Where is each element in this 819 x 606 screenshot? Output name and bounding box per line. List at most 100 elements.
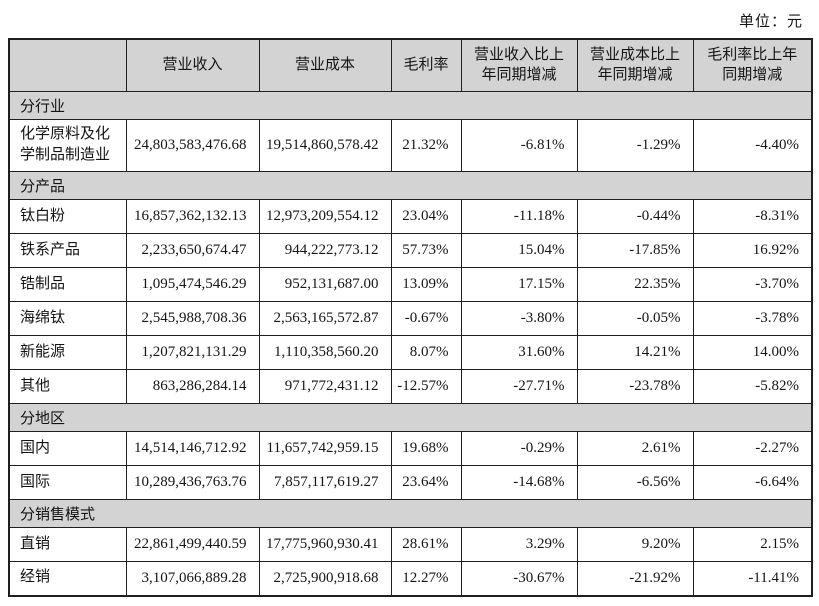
- cell-revenue-yoy: 15.04%: [460, 233, 578, 268]
- cell-margin-yoy: 2.15%: [692, 527, 813, 562]
- row-category: 新能源: [8, 335, 127, 370]
- table-row: 铁系产品 2,233,650,674.47 944,222,773.12 57.73%…: [8, 233, 813, 268]
- header-cost: 营业成本: [258, 38, 392, 92]
- cell-revenue-yoy: 17.15%: [460, 267, 578, 302]
- cell-revenue: 16,857,362,132.13: [125, 199, 260, 234]
- table-row: 直销 22,861,499,440.59 17,775,960,930.41 28.6…: [8, 527, 813, 562]
- cell-margin-yoy: -3.78%: [692, 301, 813, 336]
- cell-margin: -0.67%: [390, 301, 462, 336]
- cell-cost-yoy: -21.92%: [576, 561, 694, 596]
- cell-margin: 13.09%: [390, 267, 462, 302]
- table-row: 锆制品 1,095,474,546.29 952,131,687.00 13.09% 1…: [8, 267, 813, 302]
- header-revenue: 营业收入: [125, 38, 260, 92]
- section-label: 分销售模式: [8, 499, 813, 528]
- table-header: 营业收入 营业成本 毛利率 营业收入比上 年同期增减 营业成本比上 年同期增减 …: [8, 38, 813, 92]
- cell-cost-yoy: 9.20%: [576, 527, 694, 562]
- table-row: 其他 863,286,284.14 971,772,431.12 -12.57% -27…: [8, 369, 813, 404]
- cell-revenue-yoy: 3.29%: [460, 527, 578, 562]
- cell-cost: 952,131,687.00: [258, 267, 392, 302]
- cell-cost-yoy: -0.05%: [576, 301, 694, 336]
- cell-cost: 971,772,431.12: [258, 369, 392, 404]
- cell-cost-yoy: -1.29%: [576, 118, 694, 172]
- cell-revenue: 3,107,066,889.28: [125, 561, 260, 596]
- cell-margin-yoy: -5.82%: [692, 369, 813, 404]
- cell-revenue-yoy: -6.81%: [460, 118, 578, 172]
- row-category: 海绵钛: [8, 301, 127, 336]
- cell-cost-yoy: -23.78%: [576, 369, 694, 404]
- row-category: 国内: [8, 431, 127, 466]
- header-margin-yoy: 毛利率比上年 同期增减: [692, 38, 813, 92]
- row-category: 铁系产品: [8, 233, 127, 268]
- cell-revenue: 863,286,284.14: [125, 369, 260, 404]
- cell-margin: 19.68%: [390, 431, 462, 466]
- cell-margin-yoy: 14.00%: [692, 335, 813, 370]
- cell-margin: -12.57%: [390, 369, 462, 404]
- cell-margin: 23.64%: [390, 465, 462, 500]
- header-revenue-yoy: 营业收入比上 年同期增减: [460, 38, 578, 92]
- section-row: 分行业: [8, 90, 813, 120]
- table-row: 钛白粉 16,857,362,132.13 12,973,209,554.12 23.…: [8, 199, 813, 234]
- cell-revenue-yoy: 31.60%: [460, 335, 578, 370]
- section-row: 分地区: [8, 403, 813, 432]
- table-body: 分行业 化学原料及化学制品制造业 24,803,583,476.68 19,514,8…: [8, 90, 813, 596]
- cell-cost-yoy: -17.85%: [576, 233, 694, 268]
- cell-revenue: 10,289,436,763.76: [125, 465, 260, 500]
- cell-revenue-yoy: -27.71%: [460, 369, 578, 404]
- cell-margin: 28.61%: [390, 527, 462, 562]
- table-row: 新能源 1,207,821,131.29 1,110,358,560.20 8.07%…: [8, 335, 813, 370]
- row-category: 锆制品: [8, 267, 127, 302]
- row-category: 钛白粉: [8, 199, 127, 234]
- table-row: 经销 3,107,066,889.28 2,725,900,918.68 12.27%…: [8, 561, 813, 596]
- cell-revenue: 2,545,988,708.36: [125, 301, 260, 336]
- cell-revenue: 22,861,499,440.59: [125, 527, 260, 562]
- cell-margin: 12.27%: [390, 561, 462, 596]
- section-label: 分行业: [8, 90, 813, 120]
- section-row: 分销售模式: [8, 499, 813, 528]
- table-row: 化学原料及化学制品制造业 24,803,583,476.68 19,514,860,…: [8, 118, 813, 172]
- unit-label: 单位：元: [738, 14, 803, 30]
- cell-margin-yoy: -2.27%: [692, 431, 813, 466]
- header-row: 营业收入 营业成本 毛利率 营业收入比上 年同期增减 营业成本比上 年同期增减 …: [8, 38, 813, 92]
- cell-cost: 2,563,165,572.87: [258, 301, 392, 336]
- cell-margin-yoy: -6.64%: [692, 465, 813, 500]
- section-label: 分产品: [8, 171, 813, 200]
- cell-cost: 944,222,773.12: [258, 233, 392, 268]
- cell-cost-yoy: 14.21%: [576, 335, 694, 370]
- cell-margin-yoy: -3.70%: [692, 267, 813, 302]
- row-category: 直销: [8, 527, 127, 562]
- cell-cost: 2,725,900,918.68: [258, 561, 392, 596]
- financial-segment-table: 营业收入 营业成本 毛利率 营业收入比上 年同期增减 营业成本比上 年同期增减 …: [8, 38, 813, 597]
- cell-revenue: 1,095,474,546.29: [125, 267, 260, 302]
- cell-margin: 57.73%: [390, 233, 462, 268]
- row-category: 经销: [8, 561, 127, 596]
- table-row: 海绵钛 2,545,988,708.36 2,563,165,572.87 -0.67…: [8, 301, 813, 336]
- cell-revenue: 24,803,583,476.68: [125, 118, 260, 172]
- cell-margin-yoy: 16.92%: [692, 233, 813, 268]
- cell-cost-yoy: -0.44%: [576, 199, 694, 234]
- row-category: 国际: [8, 465, 127, 500]
- header-cost-yoy: 营业成本比上 年同期增减: [576, 38, 694, 92]
- cell-cost: 11,657,742,959.15: [258, 431, 392, 466]
- cell-cost: 12,973,209,554.12: [258, 199, 392, 234]
- cell-margin: 23.04%: [390, 199, 462, 234]
- cell-revenue-yoy: -0.29%: [460, 431, 578, 466]
- header-margin: 毛利率: [390, 38, 462, 92]
- header-category: [8, 38, 127, 92]
- cell-cost: 7,857,117,619.27: [258, 465, 392, 500]
- cell-cost: 19,514,860,578.42: [258, 118, 392, 172]
- cell-revenue: 14,514,146,712.92: [125, 431, 260, 466]
- cell-revenue-yoy: -11.18%: [460, 199, 578, 234]
- table-row: 国内 14,514,146,712.92 11,657,742,959.15 19.6…: [8, 431, 813, 466]
- cell-cost: 17,775,960,930.41: [258, 527, 392, 562]
- cell-margin: 8.07%: [390, 335, 462, 370]
- table-row: 国际 10,289,436,763.76 7,857,117,619.27 23.64…: [8, 465, 813, 500]
- cell-revenue: 2,233,650,674.47: [125, 233, 260, 268]
- cell-revenue-yoy: -14.68%: [460, 465, 578, 500]
- cell-margin-yoy: -8.31%: [692, 199, 813, 234]
- cell-revenue-yoy: -30.67%: [460, 561, 578, 596]
- cell-margin-yoy: -11.41%: [692, 561, 813, 596]
- cell-revenue: 1,207,821,131.29: [125, 335, 260, 370]
- section-label: 分地区: [8, 403, 813, 432]
- row-category: 其他: [8, 369, 127, 404]
